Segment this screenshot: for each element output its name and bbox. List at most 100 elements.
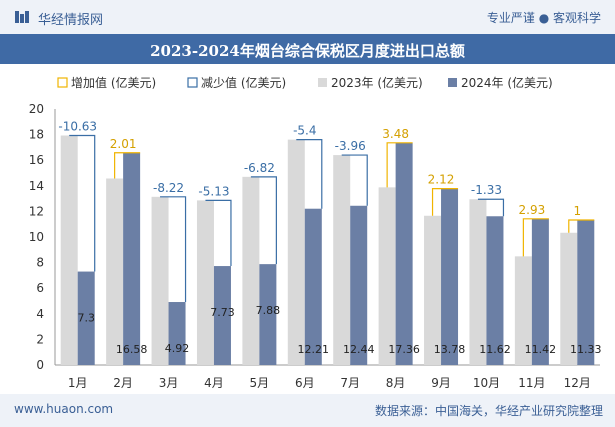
legend-swatch	[57, 77, 68, 88]
change-label: 3.48	[382, 127, 409, 141]
bar-2024	[123, 152, 141, 365]
change-label: 2.93	[519, 203, 546, 217]
y-tick-label: 6	[36, 281, 44, 295]
x-tick-label: 9月	[431, 376, 451, 390]
bar-2024	[304, 208, 322, 365]
bar-2024	[213, 266, 231, 365]
value-label-2024: 7.3	[77, 312, 95, 325]
bar-2023	[469, 199, 487, 365]
decrease-bracket	[69, 134, 96, 272]
y-tick-label: 8	[36, 256, 44, 270]
change-label: -5.13	[198, 184, 229, 198]
bar-2023	[60, 135, 78, 365]
decrease-bracket	[341, 154, 368, 206]
y-tick-label: 10	[29, 230, 44, 244]
bar-2023	[242, 176, 260, 365]
legend-label: 减少值 (亿美元)	[201, 75, 286, 90]
legend-swatch	[187, 77, 198, 88]
decrease-bracket	[477, 198, 505, 217]
bar-2023	[287, 139, 305, 365]
change-label: 2.12	[428, 173, 455, 187]
footer-bar	[0, 394, 615, 427]
x-tick-label: 6月	[295, 376, 315, 390]
x-tick-label: 1月	[68, 376, 88, 390]
brand-name[interactable]: 华经情报网	[38, 13, 104, 28]
value-label-2024: 11.42	[525, 343, 557, 356]
legend-swatch	[448, 78, 457, 87]
bar-2024	[168, 302, 186, 365]
change-label: -8.22	[153, 181, 184, 195]
title-bar	[0, 34, 615, 64]
y-tick-label: 4	[36, 307, 44, 321]
value-label-2024: 4.92	[165, 342, 190, 355]
increase-bracket	[114, 152, 141, 179]
bar-2024	[486, 216, 504, 365]
x-tick-label: 3月	[159, 376, 179, 390]
legend-label: 增加值 (亿美元)	[71, 75, 156, 90]
change-label: 1	[573, 204, 581, 218]
x-tick-label: 5月	[250, 376, 270, 390]
value-label-2024: 17.36	[388, 343, 420, 356]
y-tick-label: 2	[36, 332, 44, 346]
bar-2024	[441, 188, 459, 365]
bar-2023	[333, 155, 351, 365]
y-tick-label: 18	[29, 128, 44, 142]
bar-2023	[378, 187, 396, 365]
decrease-bracket	[250, 176, 277, 265]
bar-2023	[560, 232, 578, 365]
legend-label: 2023年 (亿美元)	[331, 75, 423, 90]
decrease-bracket	[205, 199, 232, 267]
header-bar	[0, 0, 615, 34]
x-tick-label: 11月	[518, 376, 545, 390]
bar-2024	[395, 142, 413, 365]
bar-2023	[424, 215, 442, 365]
x-tick-label: 10月	[473, 376, 500, 390]
bar-2023	[106, 178, 124, 365]
value-label-2024: 7.73	[210, 306, 235, 319]
decrease-bracket	[160, 196, 187, 303]
change-label: -6.82	[244, 161, 275, 175]
website-link[interactable]: www.huaon.com	[14, 402, 114, 416]
y-tick-label: 16	[29, 153, 44, 167]
bar-chart: 增加值 (亿美元) 减少值 (亿美元) 2023年 (亿美元) 2024年 (亿美元)…	[29, 75, 602, 390]
increase-bracket	[386, 142, 413, 188]
legend-swatch	[318, 78, 327, 87]
decrease-bracket	[296, 138, 323, 209]
value-label-2024: 11.33	[570, 343, 602, 356]
increase-bracket	[431, 188, 459, 216]
value-label-2024: 12.44	[343, 343, 375, 356]
bar-2024	[577, 219, 595, 365]
data-source: 数据来源：中国海关，华经产业研究院整理	[374, 404, 603, 418]
chart-title: 2023-2024年烟台综合保税区月度进出口总额	[150, 42, 465, 60]
legend-label: 2024年 (亿美元)	[461, 75, 553, 90]
change-label: -5.4	[293, 124, 316, 138]
bar-2024	[259, 264, 277, 365]
y-tick-label: 0	[36, 358, 44, 372]
x-tick-label: 2月	[113, 376, 133, 390]
value-label-2024: 7.88	[256, 304, 281, 317]
bar-2024	[77, 271, 95, 365]
huajing-logo-icon	[15, 11, 29, 23]
x-tick-label: 12月	[564, 376, 591, 390]
x-tick-label: 8月	[386, 376, 406, 390]
x-tick-label: 7月	[340, 376, 360, 390]
increase-bracket	[568, 219, 595, 233]
tagline: 专业严谨 ● 客观科学	[486, 11, 601, 25]
value-label-2024: 16.58	[116, 343, 148, 356]
change-label: -10.63	[58, 119, 97, 133]
y-tick-label: 14	[29, 179, 44, 193]
bar-2024	[350, 205, 368, 365]
value-label-2024: 11.62	[479, 343, 511, 356]
change-label: 2.01	[110, 137, 137, 151]
value-label-2024: 13.78	[434, 343, 466, 356]
increase-bracket	[522, 218, 549, 257]
value-label-2024: 12.21	[298, 343, 330, 356]
change-label: -1.33	[471, 183, 502, 197]
y-tick-label: 12	[29, 204, 44, 218]
bar-2024	[531, 218, 549, 365]
bar-2023	[196, 200, 214, 365]
bar-2023	[514, 256, 532, 365]
x-tick-label: 4月	[204, 376, 224, 390]
change-label: -3.96	[335, 139, 366, 153]
bar-2023	[151, 196, 169, 365]
